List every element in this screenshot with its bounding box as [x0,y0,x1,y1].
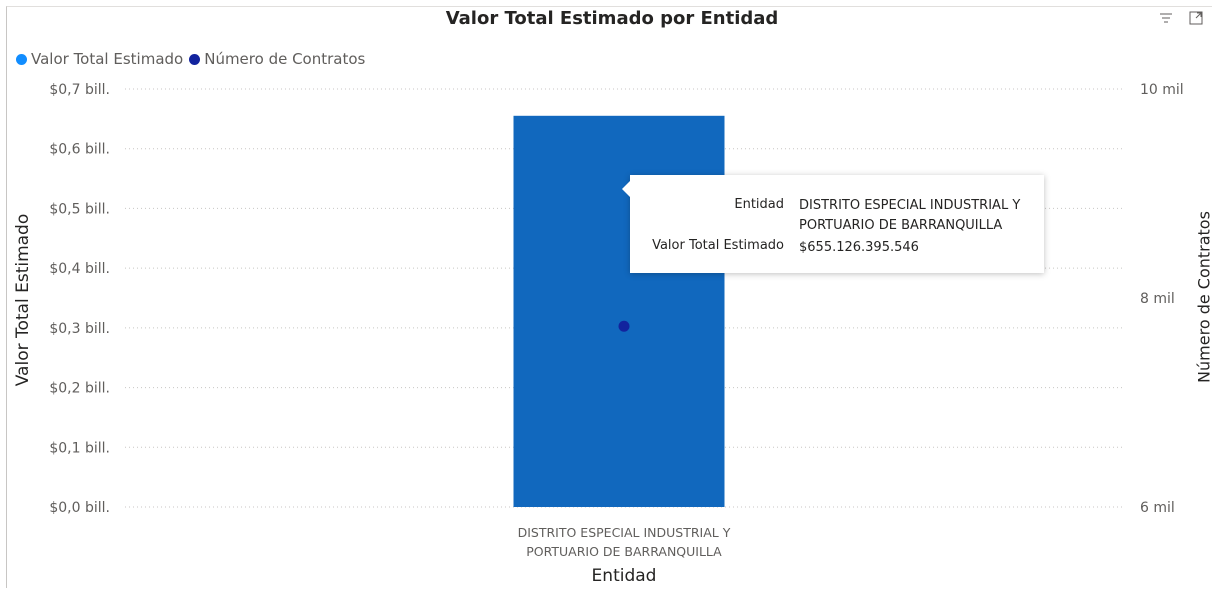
tooltip-value-entidad-line1: DISTRITO ESPECIAL INDUSTRIAL Y [799,198,1021,213]
legend-label-contratos: Número de Contratos [204,50,366,68]
x-tick-label: DISTRITO ESPECIAL INDUSTRIAL Y [518,525,731,540]
tooltip-value-entidad: DISTRITO ESPECIAL INDUSTRIAL Y PORTUARIO… [799,196,1034,236]
tooltip-value-valor: $655.126.395.546 [799,240,919,255]
tooltip-key-valor: Valor Total Estimado [652,238,784,253]
y2-tick-label: 6 mil [1140,500,1175,516]
y2-tick-label: 8 mil [1140,291,1175,307]
x-axis-title: Entidad [591,566,657,586]
y-tick-label: $0,7 bill. [49,82,110,98]
filter-icon[interactable] [1158,10,1174,26]
y-tick-label: $0,6 bill. [49,142,110,158]
data-tooltip: Entidad DISTRITO ESPECIAL INDUSTRIAL Y P… [622,175,1044,273]
chart-legend: Valor Total Estimado Número de Contratos [16,50,371,68]
tooltip-value-entidad-line2: PORTUARIO DE BARRANQUILLA [799,218,1003,233]
y-tick-label: $0,2 bill. [49,381,110,397]
focus-mode-icon[interactable] [1188,10,1204,26]
legend-label-valor: Valor Total Estimado [31,50,184,68]
legend-dot-valor [16,53,27,65]
y-tick-label: $0,5 bill. [49,201,110,217]
legend-item-valor[interactable]: Valor Total Estimado [16,50,183,68]
visual-container [6,6,1212,588]
scatter-point[interactable] [618,320,630,332]
y-tick-label: $0,4 bill. [49,261,110,277]
legend-dot-contratos [189,53,201,65]
y-tick-label: $0,0 bill. [49,500,110,516]
y-tick-label: $0,3 bill. [49,321,110,337]
y-tick-label: $0,1 bill. [49,440,110,456]
y2-tick-label: 10 mil [1140,82,1184,98]
x-tick-label: PORTUARIO DE BARRANQUILLA [526,544,722,559]
chart-title: Valor Total Estimado por Entidad [445,8,779,29]
tooltip-key-entidad: Entidad [734,197,784,212]
visual-header-icons [1158,10,1204,26]
legend-item-contratos[interactable]: Número de Contratos [189,50,365,68]
